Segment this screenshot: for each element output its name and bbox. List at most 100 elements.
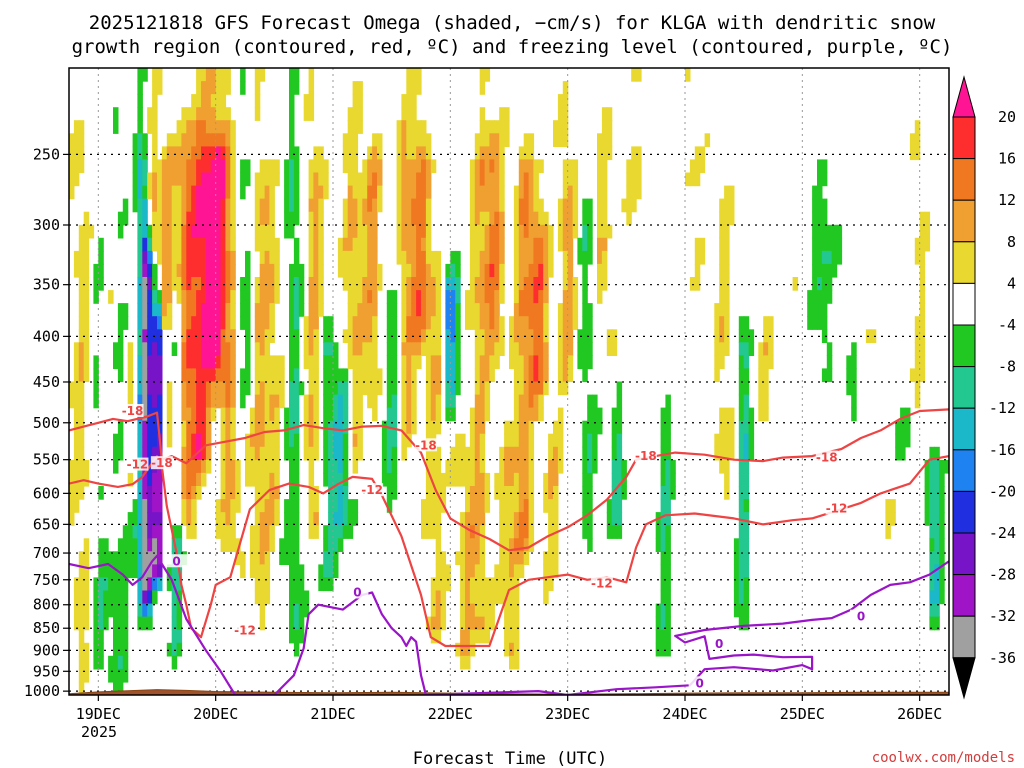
omega-cell <box>396 185 403 200</box>
omega-cell <box>582 237 588 252</box>
omega-cell <box>215 303 222 317</box>
omega-cell <box>582 211 588 226</box>
omega-cell <box>303 394 310 409</box>
omega-cell <box>147 616 153 631</box>
omega-cell <box>171 590 178 605</box>
site-credit[interactable]: coolwx.com/models <box>872 750 1015 766</box>
omega-cell <box>587 394 593 409</box>
omega-cell <box>254 94 261 108</box>
omega-cell <box>465 316 471 330</box>
omega-cell <box>416 303 422 317</box>
omega-cell <box>210 237 217 252</box>
omega-cell <box>372 342 378 356</box>
omega-cell <box>98 616 104 631</box>
omega-cell <box>440 577 447 592</box>
omega-cell <box>225 368 231 383</box>
omega-cell <box>851 407 857 422</box>
omega-cell <box>587 355 593 370</box>
omega-cell <box>215 224 222 239</box>
omega-cell <box>181 303 187 317</box>
omega-cell <box>142 577 148 592</box>
contour-freezing-level-label: 0 <box>172 554 180 568</box>
omega-cell <box>548 459 554 474</box>
omega-cell <box>230 381 236 396</box>
omega-cell <box>670 459 676 474</box>
omega-cell <box>308 172 315 187</box>
omega-cell <box>528 512 535 526</box>
omega-cell <box>196 81 202 95</box>
omega-cell <box>83 277 90 291</box>
omega-cell <box>142 250 148 265</box>
omega-cell <box>513 472 520 487</box>
omega-cell <box>513 303 520 317</box>
omega-cell <box>367 342 373 356</box>
omega-cell <box>460 616 466 631</box>
omega-cell <box>523 224 530 239</box>
omega-cell <box>142 355 148 370</box>
omega-cell <box>147 394 153 409</box>
omega-cell <box>293 159 300 174</box>
omega-cell <box>215 250 222 265</box>
omega-cell <box>743 394 750 409</box>
omega-cell <box>479 68 486 82</box>
omega-cell <box>205 94 212 108</box>
omega-cell <box>396 224 403 239</box>
omega-cell <box>460 590 466 605</box>
omega-cell <box>934 577 940 592</box>
omega-cell <box>333 564 339 579</box>
omega-cell <box>308 303 315 317</box>
omega-cell <box>264 172 271 187</box>
omega-cell <box>166 316 173 330</box>
omega-cell <box>289 81 295 95</box>
omega-cell <box>308 290 315 304</box>
omega-cell <box>430 277 437 291</box>
omega-cell <box>117 303 124 317</box>
omega-cell <box>401 133 407 147</box>
omega-cell <box>210 68 217 82</box>
omega-cell <box>269 368 275 383</box>
omega-cell <box>347 172 354 187</box>
omega-cell <box>161 211 168 226</box>
omega-cell <box>391 355 398 370</box>
omega-cell <box>597 250 603 265</box>
omega-cell <box>337 368 344 383</box>
omega-cell <box>435 499 442 513</box>
omega-cell <box>572 211 579 226</box>
omega-cell <box>152 68 158 82</box>
omega-cell <box>352 263 359 278</box>
contour-freezing-level-label-bg <box>165 554 188 568</box>
omega-cell <box>181 159 187 174</box>
omega-cell <box>812 303 818 317</box>
omega-cell <box>254 472 261 487</box>
omega-cell <box>548 538 554 552</box>
omega-cell <box>372 263 378 278</box>
omega-cell <box>147 329 153 343</box>
omega-cell <box>318 224 324 239</box>
omega-cell <box>308 185 315 200</box>
omega-cell <box>220 133 227 147</box>
omega-cell <box>352 120 359 134</box>
omega-cell <box>479 159 486 174</box>
omega-cell <box>205 394 212 409</box>
omega-cell <box>191 185 197 200</box>
omega-cell <box>499 499 505 513</box>
omega-cell <box>562 94 569 108</box>
omega-cell <box>616 433 623 448</box>
omega-cell <box>78 342 85 356</box>
omega-cell <box>421 277 427 291</box>
omega-cell <box>78 381 85 396</box>
omega-cell <box>347 355 354 370</box>
omega-cell <box>479 250 486 265</box>
omega-cell <box>357 172 363 187</box>
omega-cell <box>196 120 202 134</box>
omega-cell <box>611 329 618 343</box>
omega-cell <box>264 355 271 370</box>
omega-cell <box>69 394 75 409</box>
omega-cell <box>479 472 486 487</box>
omega-cell <box>430 303 437 317</box>
omega-cell <box>445 342 451 356</box>
omega-cell <box>215 94 222 108</box>
omega-cell <box>205 68 212 82</box>
omega-cell <box>289 342 295 356</box>
